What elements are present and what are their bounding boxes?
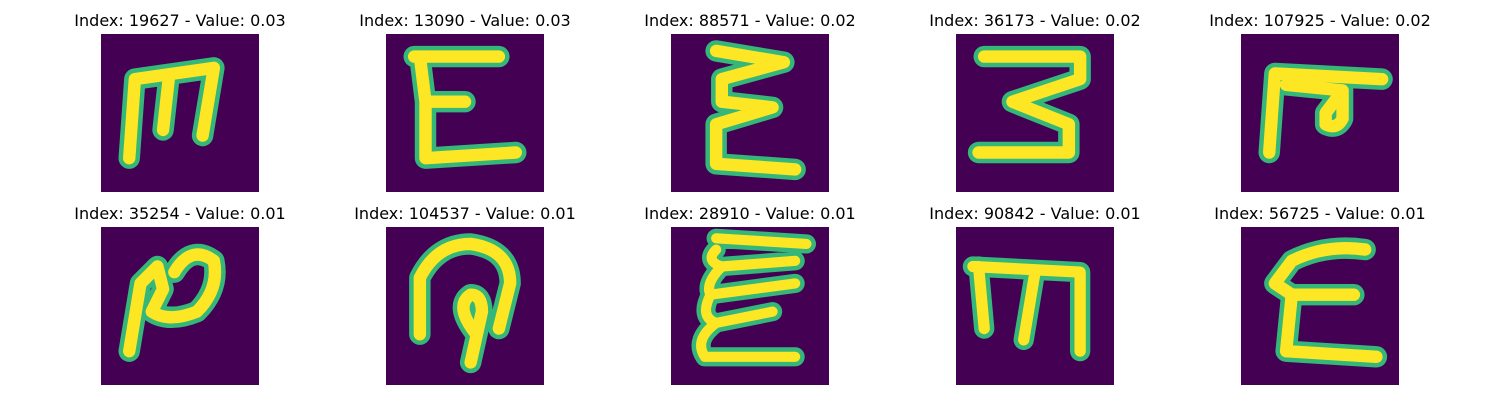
digit-image xyxy=(101,227,259,385)
digit-image xyxy=(101,34,259,192)
panel-6: Index: 35254 - Value: 0.01 xyxy=(60,204,300,389)
panel-10: Index: 56725 - Value: 0.01 xyxy=(1200,204,1440,389)
panel-7: Index: 104537 - Value: 0.01 xyxy=(345,204,585,389)
glyph-m-shape xyxy=(118,57,225,169)
glyph-hook-m-shape xyxy=(1258,62,1393,164)
glyph-epsilon-shape xyxy=(1264,237,1388,368)
glyph-loop-shape xyxy=(409,233,521,374)
panel-5: Index: 107925 - Value: 0.02 xyxy=(1200,11,1440,196)
panel-4: Index: 36173 - Value: 0.02 xyxy=(915,11,1155,196)
glyph-z-shape xyxy=(967,45,1091,164)
panel-title: Index: 35254 - Value: 0.01 xyxy=(74,204,286,223)
panel-1: Index: 19627 - Value: 0.03 xyxy=(60,11,300,196)
digit-image xyxy=(1241,34,1399,192)
digit-image xyxy=(956,227,1114,385)
digit-image xyxy=(956,34,1114,192)
panel-title: Index: 104537 - Value: 0.01 xyxy=(354,204,576,223)
panel-title: Index: 28910 - Value: 0.01 xyxy=(644,204,856,223)
panel-9: Index: 90842 - Value: 0.01 xyxy=(915,204,1155,389)
digit-image xyxy=(386,227,544,385)
panel-title: Index: 36173 - Value: 0.02 xyxy=(929,11,1141,30)
digit-image xyxy=(671,227,829,385)
glyph-n-loop-shape xyxy=(118,243,226,362)
panel-title: Index: 107925 - Value: 0.02 xyxy=(1209,11,1431,30)
panel-title: Index: 90842 - Value: 0.01 xyxy=(929,204,1141,223)
digit-image xyxy=(671,34,829,192)
digit-image xyxy=(386,34,544,192)
glyph-sigma-shape xyxy=(705,40,806,181)
panel-title: Index: 13090 - Value: 0.03 xyxy=(359,11,571,30)
glyph-m-shape xyxy=(962,256,1091,362)
panel-3: Index: 88571 - Value: 0.02 xyxy=(630,11,870,196)
panel-8: Index: 28910 - Value: 0.01 xyxy=(630,204,870,389)
glyph-epsilon-shape xyxy=(403,45,527,169)
panel-title: Index: 56725 - Value: 0.01 xyxy=(1214,204,1426,223)
glyph-curly-epsilon-shape xyxy=(691,228,817,367)
panel-2: Index: 13090 - Value: 0.03 xyxy=(345,11,585,196)
panel-title: Index: 19627 - Value: 0.03 xyxy=(74,11,286,30)
digit-image xyxy=(1241,227,1399,385)
panel-title: Index: 88571 - Value: 0.02 xyxy=(644,11,856,30)
